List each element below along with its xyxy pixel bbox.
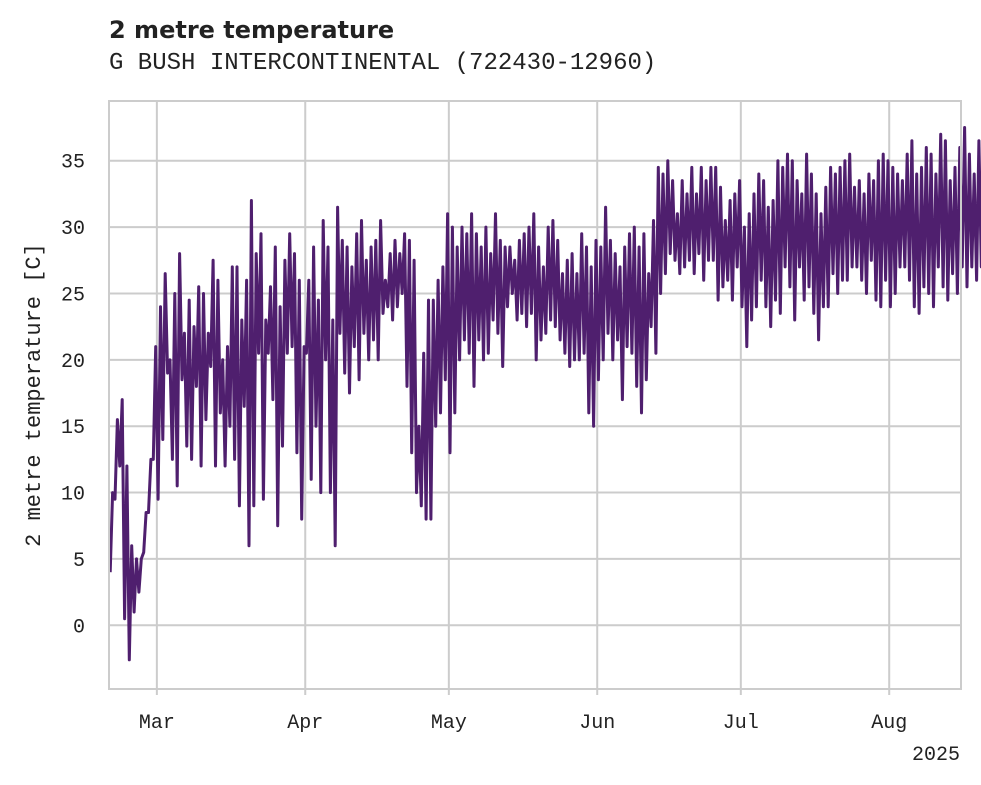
y-tick-label: 10 xyxy=(61,484,85,507)
y-tick-label: 0 xyxy=(73,616,85,639)
y-tick-label: 30 xyxy=(61,218,85,241)
x-tick-label: Jul xyxy=(723,712,759,735)
x-offset-label: 2025 xyxy=(912,744,960,767)
x-tick-label: May xyxy=(431,712,467,735)
chart-subtitle: G BUSH INTERCONTINENTAL (722430-12960) xyxy=(109,50,657,77)
y-axis-label: 2 metre temperature [C] xyxy=(22,243,47,547)
x-tick-labels: Mar Apr May Jun Jul Aug xyxy=(139,712,907,735)
plot-frame xyxy=(108,100,962,690)
chart-title: 2 metre temperature xyxy=(109,16,395,44)
y-tick-label: 25 xyxy=(61,284,85,307)
y-tick-label: 5 xyxy=(73,550,85,573)
y-tick-label: 35 xyxy=(61,152,85,175)
temperature-series-line xyxy=(108,126,981,662)
x-tick-label: Jun xyxy=(579,712,615,735)
y-tick-label: 15 xyxy=(61,417,85,440)
y-tick-labels: 0 5 10 15 20 25 30 35 xyxy=(61,152,85,640)
y-tick-label: 20 xyxy=(61,351,85,374)
x-tick-label: Apr xyxy=(287,712,323,735)
series-layer xyxy=(108,126,981,662)
x-tick-label: Aug xyxy=(871,712,907,735)
x-tick-label: Mar xyxy=(139,712,175,735)
